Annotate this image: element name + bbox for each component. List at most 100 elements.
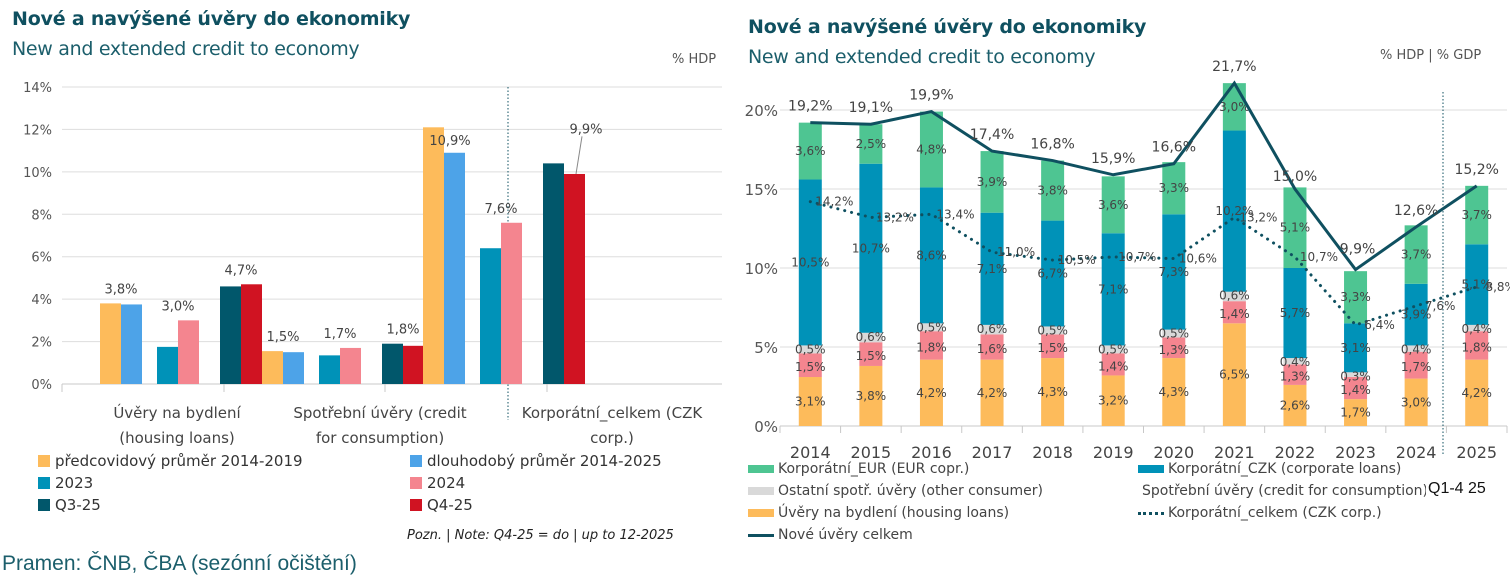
segment-label: 7,1% (1098, 282, 1129, 296)
stacked-bar-segment (1283, 384, 1307, 426)
stacked-bar-segment (1162, 337, 1186, 359)
stacked-bar-segment (980, 359, 1004, 426)
x-category-label: corp.) (590, 429, 634, 447)
segment-label: 1,5% (856, 349, 887, 363)
bar (403, 345, 424, 384)
legend-swatch (38, 477, 50, 489)
data-label: 3,8% (104, 282, 137, 297)
stacked-bar-segment (1283, 268, 1307, 359)
left-note: Pozn. | Note: Q4-25 = do | up to 12-2025 (407, 528, 674, 543)
segment-label: 0,5% (1098, 342, 1129, 356)
stacked-bar-segment (1404, 345, 1428, 352)
segment-label: 4,3% (1037, 385, 1068, 399)
segment-label: 1,7% (1401, 360, 1432, 374)
legend-swatch (748, 487, 774, 495)
total-data-label: 16,6% (1152, 140, 1196, 156)
segment-label: 3,7% (1461, 208, 1492, 222)
segment-label: 2,5% (856, 137, 887, 151)
stacked-bar-segment (798, 345, 822, 354)
stacked-bar-segment (1283, 364, 1307, 385)
stacked-bar-segment (1344, 323, 1368, 373)
segment-label: 4,2% (977, 386, 1008, 400)
segment-label: 3,7% (1401, 248, 1432, 262)
segment-label: 2,6% (1280, 398, 1311, 412)
segment-label: 0,4% (1280, 355, 1311, 369)
data-label: 1,7% (323, 327, 356, 342)
segment-label: 1,5% (795, 360, 826, 374)
legend-item-precovid: předcovidový průměr 2014-2019 (38, 452, 303, 470)
x-category-label: (housing loans) (119, 429, 235, 447)
y-tick-label: 15% (745, 181, 778, 199)
y-tick-label: 2% (31, 336, 52, 351)
legend-swatch (1138, 465, 1164, 473)
legend-item-new-loans-total: Nové úvěry celkem (748, 527, 913, 543)
segment-label: 3,3% (1340, 290, 1371, 304)
bar (283, 352, 304, 384)
x-tick-label: 2020 (1153, 443, 1194, 460)
segment-label: 4,8% (916, 143, 947, 157)
stacked-bar-segment (1404, 283, 1428, 346)
source-label: Pramen: ČNB, ČBA (sezónní očištění) (2, 552, 357, 575)
corp-total-data-label: 10,7% (1300, 250, 1338, 264)
stacked-bar-segment (798, 377, 822, 426)
stacked-bar-segment (1101, 353, 1125, 376)
stacked-bar-segment (1041, 220, 1065, 327)
stacked-bar-segment (859, 365, 883, 426)
legend-item-longterm: dlouhodobý průměr 2014-2025 (410, 452, 662, 470)
x-tick-label: 2014 (790, 443, 831, 460)
segment-label: 3,3% (1159, 181, 1190, 195)
total-data-label: 21,7% (1212, 59, 1256, 75)
legend-label: Korporátní_CZK (corporate loans) (1168, 461, 1402, 477)
legend-label: Korporátní_EUR (EUR copr.) (778, 461, 970, 477)
bar (220, 286, 241, 384)
x-tick-label: 2015 (851, 443, 892, 460)
legend-label: Ostatní spotř. úvěry (other consumer) (778, 483, 1043, 499)
legend-label: Úvěry na bydlení (housing loans) (778, 505, 1010, 521)
legend-item-q4-25: Q4-25 (410, 496, 473, 514)
total-data-label: 16,8% (1030, 137, 1074, 153)
left-chart-title: Nové a navýšené úvěry do ekonomiky (12, 8, 411, 30)
y-tick-label: 6% (31, 251, 52, 266)
total-data-label: 15,0% (1273, 169, 1317, 185)
bar (382, 343, 403, 384)
stacked-bar-segment (1344, 372, 1368, 378)
total-data-label: 9,9% (1340, 242, 1376, 258)
segment-label: 4,2% (1461, 386, 1492, 400)
segment-label: 0,5% (1037, 323, 1068, 337)
stacked-bar-segment (1041, 326, 1065, 335)
data-label: 10,9% (429, 134, 470, 149)
stacked-bar-segment (1162, 162, 1186, 215)
data-label: 9,9% (569, 122, 602, 137)
y-tick-label: 4% (31, 293, 52, 308)
legend-label: 2023 (55, 474, 94, 492)
segment-label: 0,3% (1340, 369, 1371, 383)
legend-item-q3-25: Q3-25 (38, 496, 101, 514)
stacked-bar-segment (1465, 359, 1489, 426)
segment-label: 5,7% (1280, 306, 1311, 320)
legend-dotted-line-icon (1138, 511, 1164, 515)
legend-label: Q3-25 (55, 496, 101, 514)
stacked-bar-segment (798, 179, 822, 346)
stacked-bar-segment (1465, 185, 1489, 245)
data-label: 4,7% (224, 263, 257, 278)
legend-solid-line-icon (748, 533, 774, 537)
stacked-bar-segment (1041, 334, 1065, 359)
total-data-label: 12,6% (1394, 203, 1438, 219)
bar (121, 304, 142, 384)
legend-label: Korporátní_celkem (CZK corp.) (1168, 505, 1382, 521)
corp-total-data-label: 6,4% (1364, 318, 1395, 332)
legend-item-corp-total: Korporátní_celkem (CZK corp.) (1138, 505, 1382, 521)
bar (501, 222, 522, 384)
segment-label: 3,0% (1219, 100, 1250, 114)
total-data-label: 19,1% (849, 100, 893, 116)
x-tick-label: 2025 (1456, 443, 1497, 460)
corp-total-data-label: 14,2% (815, 195, 853, 209)
bar (564, 173, 585, 384)
segment-label: 0,5% (795, 342, 826, 356)
right-chart-subtitle: New and extended credit to economy (748, 46, 1096, 68)
total-data-label: 19,2% (788, 99, 832, 115)
x-category-label: Korporátní_celkem (CZK (522, 404, 704, 423)
corp-total-data-label: 11,0% (997, 245, 1035, 259)
stacked-bar-segment (1465, 244, 1489, 325)
stacked-bar-segment (1404, 351, 1428, 379)
